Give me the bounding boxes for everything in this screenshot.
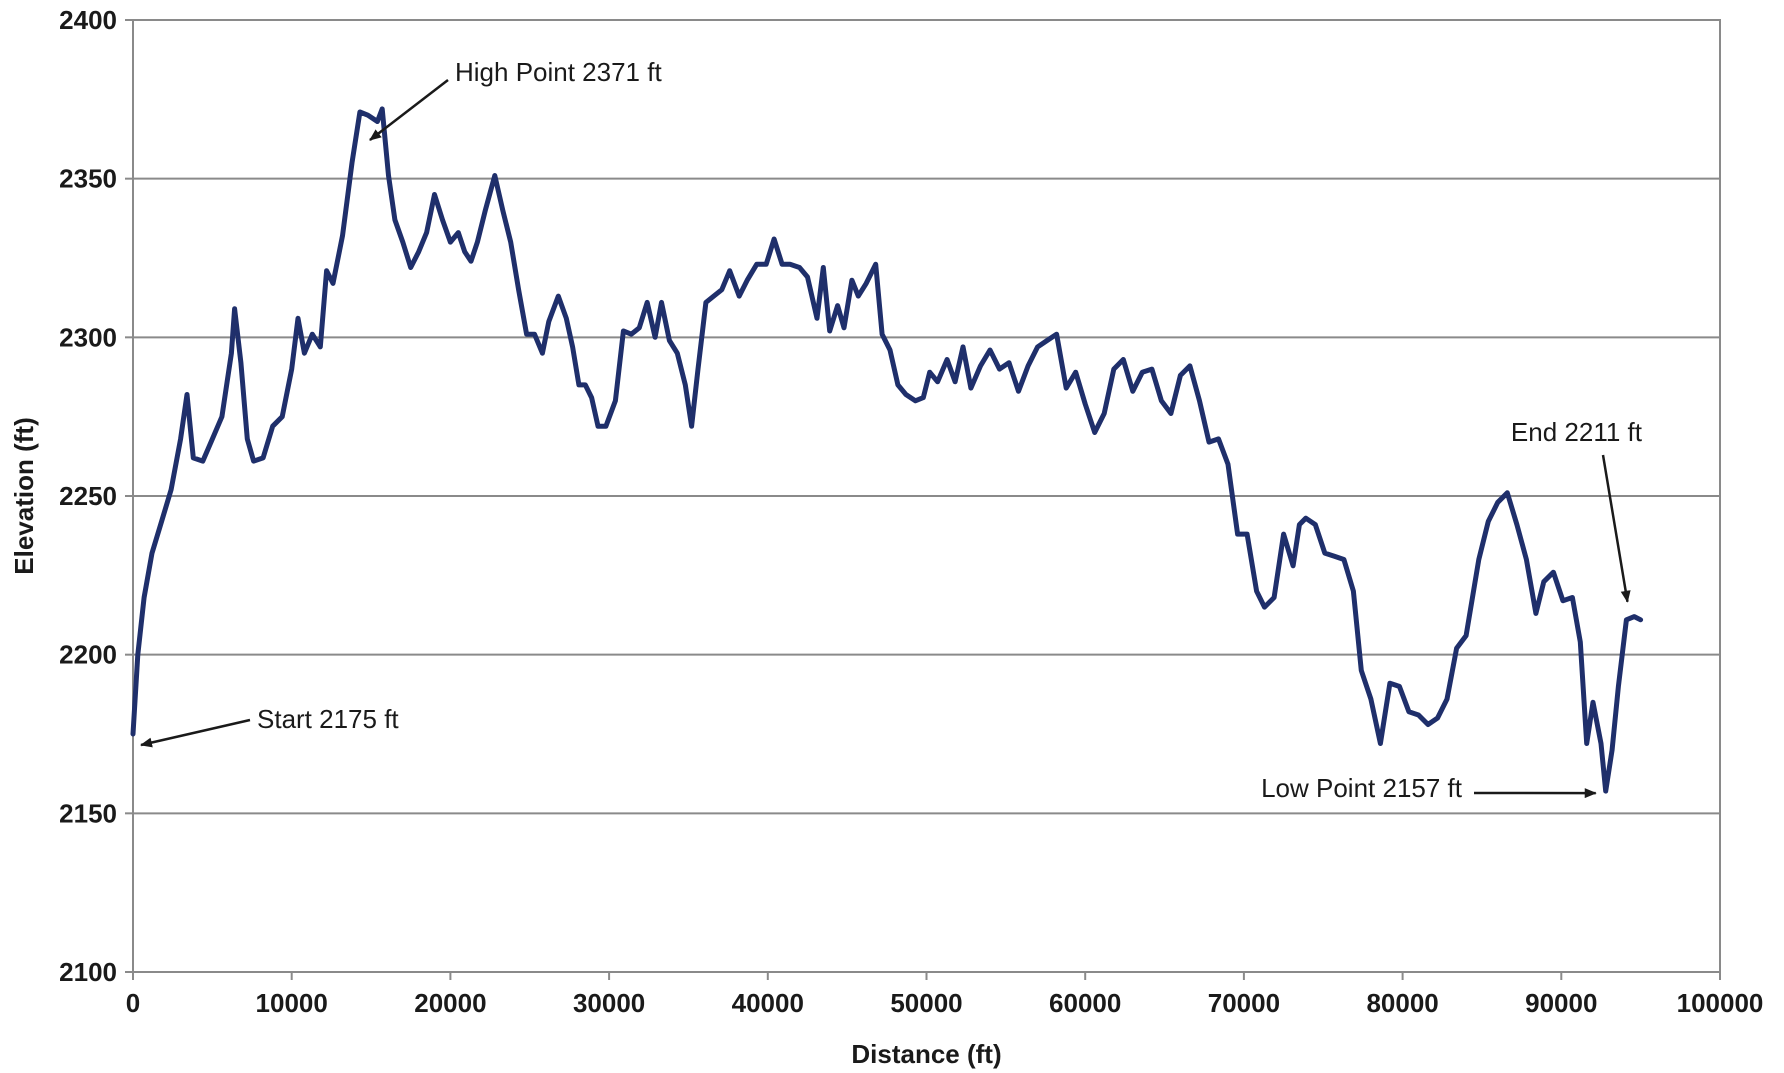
y-tick-label: 2100 [59,957,117,987]
series-layer [130,106,1644,794]
x-tick-label: 100000 [1677,988,1764,1018]
annotation-arrow [1601,454,1631,603]
y-tick-label: 2400 [59,5,117,35]
x-axis-title: Distance (ft) [851,1039,1001,1069]
x-tick-label: 40000 [732,988,804,1018]
annotation-label: End 2211 ft [1511,417,1643,447]
annotation-label: Low Point 2157 ft [1261,773,1463,803]
x-tick-label: 80000 [1366,988,1438,1018]
annotation-arrow [140,718,251,748]
y-tick-label: 2350 [59,164,117,194]
x-tick-label: 10000 [256,988,328,1018]
y-tick-label: 2250 [59,481,117,511]
axis-ticks: 2100 2150 2200 2250 2300 2350 2400 0 10000 20000 3… [59,5,1763,1018]
y-tick-label: 2200 [59,640,117,670]
y-axis-title: Elevation (ft) [9,417,39,574]
x-tick-label: 20000 [414,988,486,1018]
y-tick-label: 2300 [59,322,117,352]
annotation-label: High Point 2371 ft [455,57,662,87]
annotation-arrow [369,79,449,142]
x-tick-label: 50000 [890,988,962,1018]
elevation-line [130,106,1644,794]
x-tick-label: 70000 [1208,988,1280,1018]
y-tick-label: 2150 [59,798,117,828]
x-tick-label: 60000 [1049,988,1121,1018]
x-tick-label: 90000 [1525,988,1597,1018]
x-tick-label: 30000 [573,988,645,1018]
annotation-label: Start 2175 ft [257,704,399,734]
x-tick-label: 0 [126,988,140,1018]
annotations: High Point 2371 ft Start 2175 ft End 2211 … [140,57,1643,803]
